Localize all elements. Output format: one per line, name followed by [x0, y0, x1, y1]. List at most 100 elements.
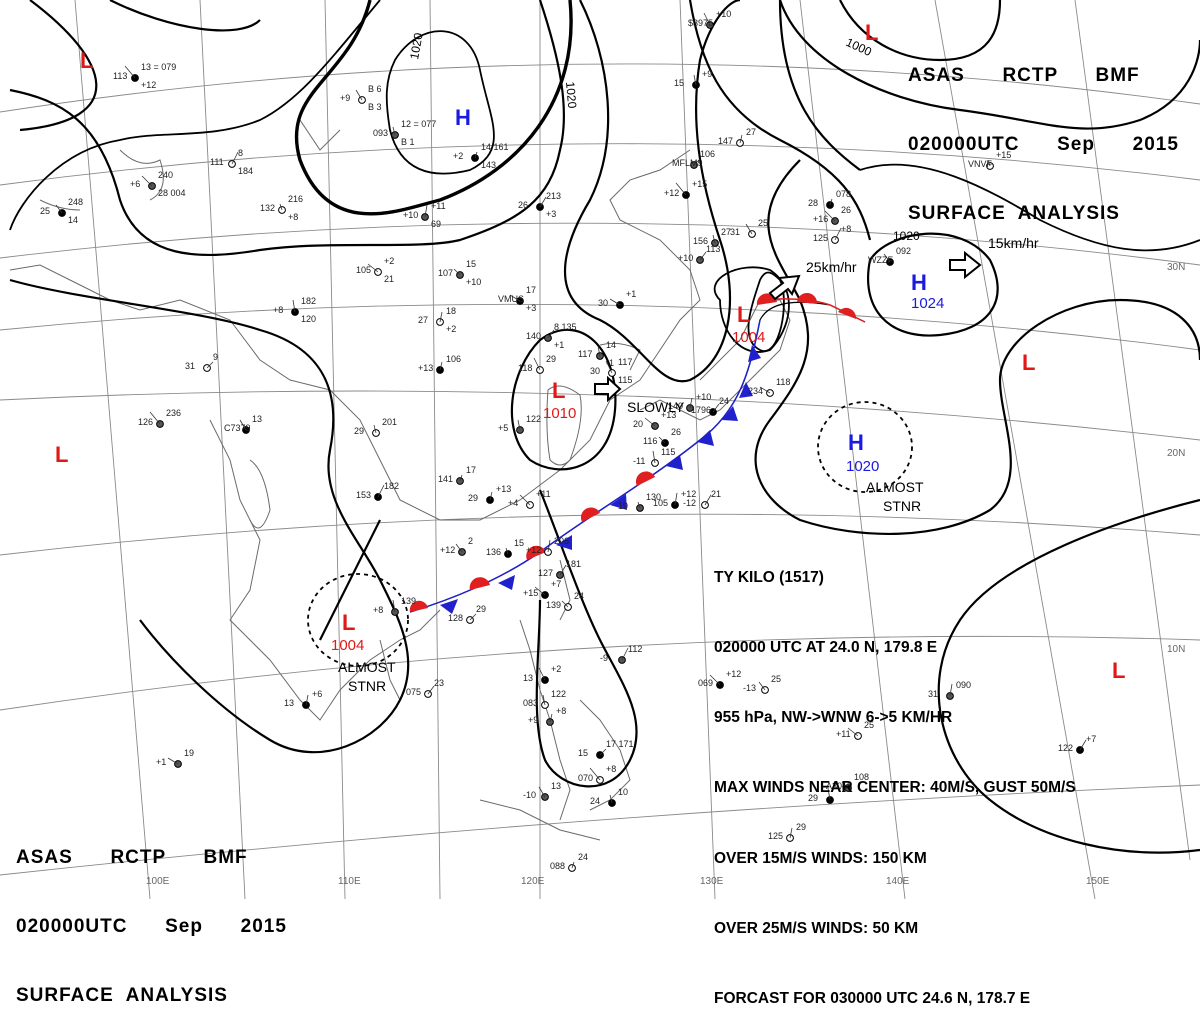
station-label: +13 — [418, 363, 433, 373]
motion-label: ALMOST — [338, 659, 396, 675]
dashed-circles — [307, 401, 913, 667]
lon-label: 150E — [1086, 876, 1110, 887]
typhoon-25ms-radius: OVER 25M/S WINDS: 50 KM — [714, 919, 919, 937]
wind-barb — [759, 386, 771, 394]
wind-barb — [559, 564, 567, 576]
motion-label: SLOWLY — [627, 399, 685, 415]
lat-label: 10N — [1167, 644, 1185, 655]
wind-barb — [824, 210, 836, 222]
wind-barb — [658, 436, 666, 444]
header-top: ASAS RCTP BMF 020000UTC Sep 2015 SURFACE… — [908, 18, 1179, 248]
station-label: 236 — [166, 408, 181, 418]
wind-barb — [699, 251, 707, 261]
station-label: 24 — [574, 591, 584, 601]
station-label: 125 — [813, 233, 828, 243]
station-label: 14 161 — [481, 142, 509, 152]
header-product: SURFACE ANALYSIS — [16, 985, 228, 1006]
wind-barb — [841, 781, 849, 789]
wind-barb — [689, 397, 693, 409]
wind-barb — [675, 182, 687, 196]
high-symbol: H — [848, 430, 864, 455]
wind-barb — [652, 450, 656, 464]
station-label: +11 — [431, 201, 446, 211]
station-label: 27 — [746, 127, 756, 137]
station-label: 29 — [546, 354, 556, 364]
wind-barb — [827, 787, 831, 801]
lon-label: 140E — [886, 876, 910, 887]
station-label: 105 — [653, 498, 668, 508]
station-label: 113 — [113, 71, 127, 81]
wind-barb — [1079, 739, 1087, 751]
wind-barb — [377, 484, 385, 498]
station-label: 8 135 — [554, 322, 577, 332]
motion-labels: 25km/hr 15km/hr SLOWLY ALMOST STNR ALMOS… — [338, 235, 1039, 694]
wind-barb — [693, 74, 697, 86]
wind-barb — [539, 196, 547, 208]
wind-barb — [55, 204, 63, 214]
station-label: 29 — [476, 604, 486, 614]
station-label: 206 — [554, 536, 569, 546]
low-symbol: L — [55, 442, 68, 467]
station-label: 120 — [301, 314, 316, 324]
header-time: 020000UTC Sep 2015 — [908, 134, 1179, 155]
station-label: 093 — [373, 128, 388, 138]
station-label: 17 — [466, 465, 476, 475]
station-label: 248 — [68, 197, 83, 207]
wind-barb — [509, 294, 521, 302]
wind-barb — [459, 474, 463, 482]
station-label: +15 — [523, 588, 538, 598]
station-label: 078 — [836, 189, 851, 199]
station-label: 21 — [711, 489, 721, 499]
station-label: A3015 — [826, 781, 852, 791]
station-label: 21 — [384, 274, 394, 284]
header-product: SURFACE ANALYSIS — [908, 203, 1120, 224]
wind-barb — [149, 411, 161, 425]
station-label: 24 — [578, 852, 588, 862]
wind-barb — [597, 345, 601, 357]
station-label: 13 — [523, 673, 533, 683]
station-label: 069 — [698, 678, 713, 688]
station-label: +15 — [996, 150, 1011, 160]
station-label: 115 — [661, 447, 675, 457]
station-label: 126 — [138, 417, 153, 427]
station-label: 184 — [238, 166, 253, 176]
wind-barb — [789, 827, 793, 839]
warm-front-marks — [409, 292, 857, 612]
wind-barb — [534, 586, 546, 596]
wind-barb — [392, 126, 396, 136]
station-label: +10 — [678, 253, 693, 263]
station-label: +12 — [526, 545, 541, 555]
station-label: 147 — [718, 136, 733, 146]
station-label: +3 — [546, 209, 556, 219]
station-label: 25 — [864, 720, 874, 730]
station-label: 107 — [438, 268, 453, 278]
wind-barb — [505, 547, 509, 555]
station-label: +8 — [606, 764, 616, 774]
station-label: 156 — [693, 236, 708, 246]
station-label: +2 — [384, 256, 394, 266]
station-label: 25 — [771, 674, 781, 684]
lon-label: 110E — [338, 876, 361, 887]
station-label: 112 — [628, 644, 642, 654]
wind-barb — [542, 694, 546, 706]
station-label: 118 — [776, 377, 790, 387]
wind-barb — [549, 713, 553, 723]
station-label: +10 — [696, 392, 711, 402]
station-label: 140 — [668, 401, 683, 411]
low-symbol: L — [552, 378, 565, 403]
station-label: VNVF — [968, 159, 993, 169]
motion-label: 15km/hr — [988, 235, 1039, 251]
wind-barb — [538, 786, 546, 798]
high-symbol: H — [911, 270, 927, 295]
station-label: +5 — [498, 423, 508, 433]
wind-barb — [538, 667, 546, 681]
station-label: 30 — [590, 366, 600, 376]
station-label: +8 — [556, 706, 566, 716]
low-pressure-value: 1004 — [732, 329, 765, 346]
station-label: +12 — [440, 545, 455, 555]
station-label: 13 — [284, 698, 294, 708]
wind-barb — [709, 674, 721, 686]
station-label: 24 — [590, 796, 600, 806]
low-symbol: L — [342, 610, 355, 635]
